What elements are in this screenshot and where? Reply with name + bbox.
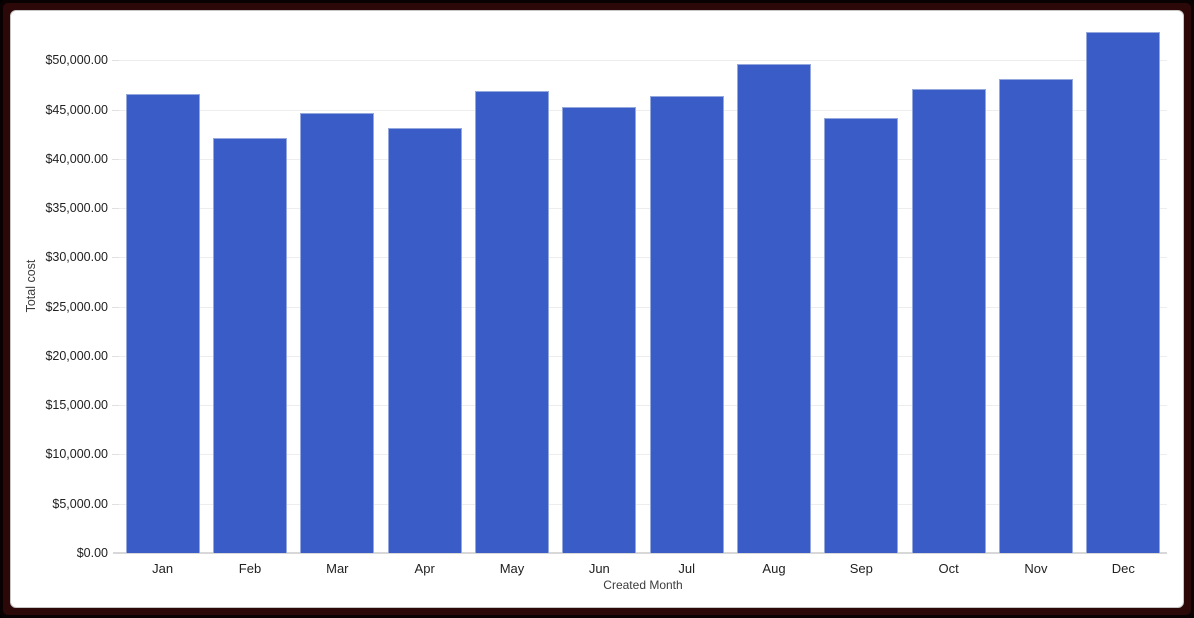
x-tick-label: Jul: [678, 561, 695, 576]
bar-oct[interactable]: [911, 88, 986, 553]
y-tick-label: $20,000.00: [45, 348, 108, 363]
gridline: [119, 503, 1167, 505]
bar-sep[interactable]: [824, 118, 899, 553]
gridline: [119, 60, 1167, 62]
bar-feb[interactable]: [213, 138, 287, 553]
y-tick-mark: [112, 60, 119, 62]
gridline: [119, 454, 1167, 456]
x-tick-label: Sep: [849, 561, 873, 576]
y-tick-label: $15,000.00: [45, 398, 108, 413]
bar-jul[interactable]: [649, 95, 724, 553]
y-tick-mark: [112, 454, 119, 456]
y-tick-label: $25,000.00: [45, 299, 108, 314]
y-tick-mark: [112, 355, 119, 357]
y-axis-labels: $0.00 $5,000.00 $10,000.00 $15,000.00 $20,00…: [11, 11, 108, 560]
y-tick-mark: [112, 158, 119, 160]
x-tick-label: Oct: [938, 561, 959, 576]
gridline: [119, 306, 1167, 308]
x-tick-label: Nov: [1024, 561, 1048, 576]
bar-nov[interactable]: [999, 79, 1073, 553]
gridline: [119, 158, 1167, 160]
y-tick-mark: [112, 405, 119, 407]
gridline: [119, 109, 1167, 111]
y-tick-mark: [112, 306, 119, 308]
y-tick-label: $10,000.00: [45, 447, 108, 462]
chart-panel: Total cost $0.00 $5,000.00 $10,000.00 $15,0…: [10, 10, 1184, 608]
bar-may[interactable]: [475, 91, 549, 553]
gridline: [119, 405, 1167, 407]
gridline: [119, 208, 1167, 210]
x-tick-label: Feb: [238, 561, 262, 576]
x-tick-label: May: [499, 561, 525, 576]
bar-jan[interactable]: [125, 94, 200, 553]
y-tick-label: $35,000.00: [45, 201, 108, 216]
gridline: [119, 257, 1167, 259]
x-tick-label: Jan: [152, 561, 174, 576]
x-tick-label: Jun: [588, 561, 610, 576]
bar-aug[interactable]: [737, 63, 811, 553]
x-axis-baseline: [113, 552, 1167, 554]
bar-apr[interactable]: [387, 128, 462, 553]
y-tick-mark: [112, 503, 119, 505]
y-tick-mark: [112, 109, 119, 111]
x-tick-label: Aug: [762, 561, 786, 576]
bar-jun[interactable]: [562, 107, 637, 553]
x-axis-title: Created Month: [603, 578, 683, 592]
y-tick-mark: [112, 208, 119, 210]
y-tick-label: $5,000.00: [52, 496, 108, 511]
x-tick-label: Mar: [326, 561, 349, 576]
y-tick-label: $45,000.00: [45, 102, 108, 117]
frame-mat: Total cost $0.00 $5,000.00 $10,000.00 $15,0…: [3, 3, 1191, 615]
gridline: [119, 355, 1167, 357]
x-tick-label: Apr: [414, 561, 435, 576]
y-tick-label: $50,000.00: [45, 53, 108, 68]
x-tick-label: Dec: [1111, 561, 1135, 576]
y-tick-mark: [112, 257, 119, 259]
y-tick-label: $40,000.00: [45, 151, 108, 166]
bar-mar[interactable]: [300, 112, 375, 553]
y-tick-label: $0.00: [76, 546, 108, 560]
plot-area: [113, 11, 1167, 554]
y-tick-label: $30,000.00: [45, 250, 108, 265]
bar-dec[interactable]: [1086, 31, 1161, 553]
